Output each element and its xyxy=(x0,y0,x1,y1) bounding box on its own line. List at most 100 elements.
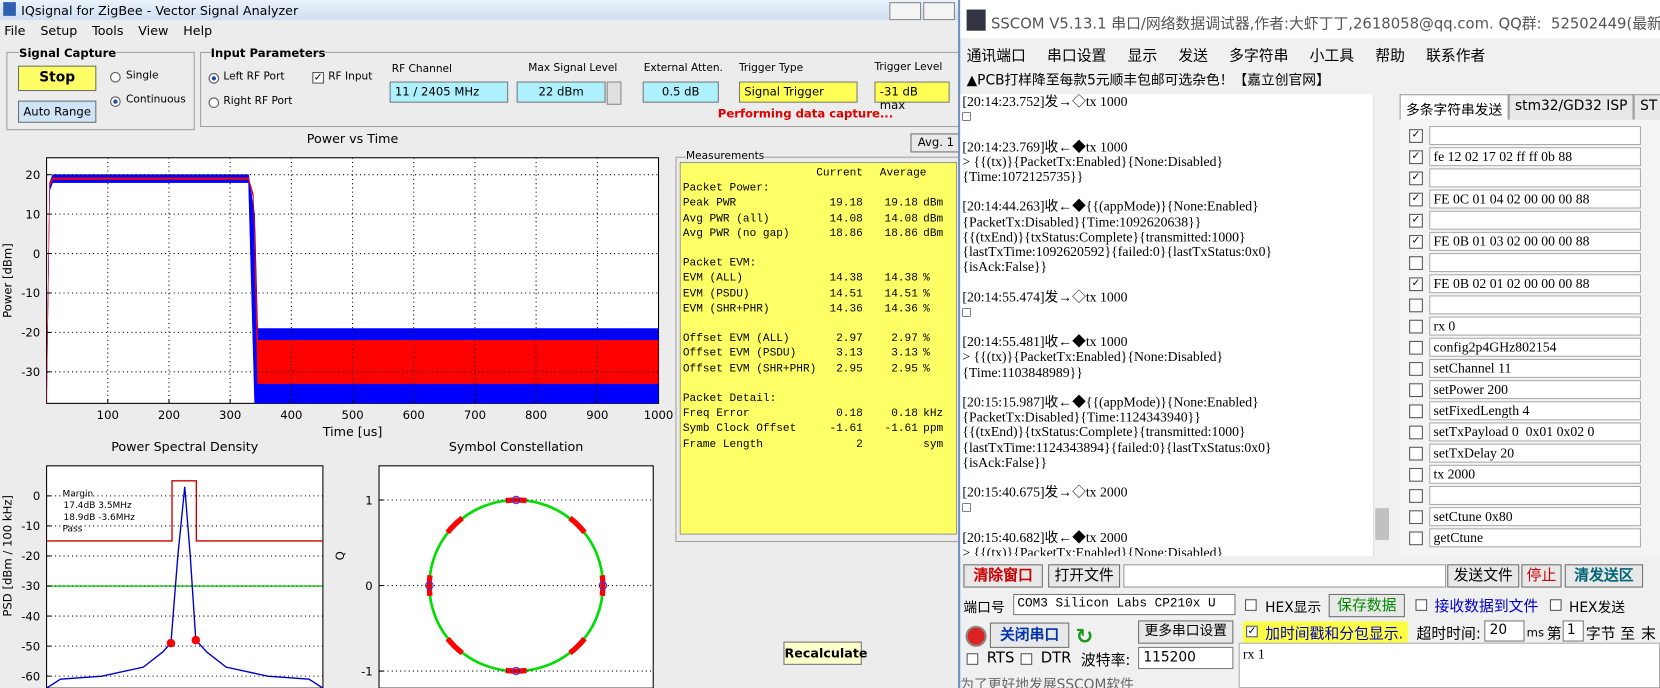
string-field[interactable]: setFixedLength 4 xyxy=(1429,401,1641,421)
checkbox[interactable] xyxy=(1245,599,1257,611)
checkbox[interactable] xyxy=(1409,256,1423,270)
max-level-field[interactable]: 22 dBm xyxy=(516,81,606,103)
string-field[interactable]: setCtune 0x80 xyxy=(1429,507,1641,527)
string-field[interactable] xyxy=(1429,485,1641,505)
close-port-button[interactable]: 关闭串口 xyxy=(989,622,1070,648)
banner[interactable]: ▲PCB打样降至每款5元顺丰包邮可选杂色！【嘉立创官网】 xyxy=(966,73,1330,89)
x-tick-label: 1000 xyxy=(644,408,674,422)
checkbox[interactable] xyxy=(1409,531,1423,546)
checkbox[interactable]: ✓ xyxy=(1409,129,1423,143)
checkbox[interactable] xyxy=(1409,298,1423,313)
radio[interactable] xyxy=(110,71,121,83)
string-field[interactable]: setPower 200 xyxy=(1429,380,1641,400)
string-field[interactable]: config2p4GHz802154 xyxy=(1429,337,1641,357)
send-text-area[interactable]: rx 1 xyxy=(1238,642,1660,688)
stop-button[interactable]: Stop xyxy=(17,65,97,92)
checkbox[interactable]: ✓ xyxy=(1409,150,1423,165)
checkbox[interactable] xyxy=(1409,510,1423,525)
menu-item[interactable]: 帮助 xyxy=(1375,47,1405,65)
string-field[interactable] xyxy=(1429,210,1641,230)
radio[interactable] xyxy=(208,97,220,108)
send-file-button[interactable]: 发送文件 xyxy=(1447,564,1520,588)
tab[interactable]: stm32/GD32 ISP xyxy=(1508,94,1634,122)
checkbox[interactable] xyxy=(1409,404,1423,419)
checkbox[interactable] xyxy=(966,653,979,665)
trigger-type-select[interactable]: Signal Trigger xyxy=(738,81,858,103)
menu-item[interactable]: 串口设置 xyxy=(1047,47,1107,65)
checkbox[interactable] xyxy=(1409,467,1423,482)
string-field[interactable] xyxy=(1429,168,1641,188)
string-field[interactable] xyxy=(1429,295,1641,315)
string-row: tx 2000 xyxy=(1400,464,1660,485)
radio[interactable] xyxy=(208,73,220,84)
string-field[interactable]: FE 0B 01 03 02 00 00 00 88 xyxy=(1429,231,1641,251)
menu-item[interactable]: 小工具 xyxy=(1309,47,1355,65)
string-field[interactable] xyxy=(1429,253,1641,273)
maximize-button[interactable] xyxy=(923,2,955,21)
checkbox[interactable] xyxy=(1415,599,1428,611)
checkbox[interactable] xyxy=(1409,446,1423,461)
string-field[interactable]: setTxPayload 0 0x01 0x02 0 xyxy=(1429,422,1641,442)
menu-item[interactable]: Tools xyxy=(92,23,124,39)
string-field[interactable]: setTxDelay 20 xyxy=(1429,443,1641,463)
avg-button[interactable]: Avg. 1 xyxy=(910,133,962,153)
checkbox[interactable] xyxy=(1409,425,1423,440)
menu-item[interactable]: View xyxy=(138,23,169,39)
checkbox[interactable] xyxy=(1409,340,1423,355)
menu-item[interactable]: Setup xyxy=(40,23,78,39)
timeout-field[interactable]: 20 xyxy=(1484,620,1525,642)
unit: % xyxy=(923,347,930,361)
string-field[interactable]: fe 12 02 17 02 ff ff 0b 88 xyxy=(1429,147,1641,167)
stop-button[interactable]: 停止 xyxy=(1521,564,1562,588)
menu-item[interactable]: 发送 xyxy=(1178,47,1208,65)
checkbox[interactable] xyxy=(1409,383,1423,398)
string-field[interactable]: FE 0C 01 04 02 00 00 00 88 xyxy=(1429,189,1641,209)
clear-button[interactable]: 清除窗口 xyxy=(963,564,1043,588)
checkbox[interactable] xyxy=(1549,599,1562,611)
open-file-button[interactable]: 打开文件 xyxy=(1048,564,1121,588)
scrollbar[interactable] xyxy=(1373,94,1393,556)
rf-channel-select[interactable]: 11 / 2405 MHz xyxy=(389,81,509,103)
menu-item[interactable]: Help xyxy=(183,23,213,39)
spinner[interactable] xyxy=(606,81,622,105)
checkbox[interactable]: ✓ xyxy=(1409,171,1423,186)
clear-send-button[interactable]: 清发送区 xyxy=(1564,564,1644,588)
string-field[interactable] xyxy=(1429,125,1641,146)
menu-item[interactable]: 多字符串 xyxy=(1229,47,1289,65)
checkbox[interactable]: ✓ xyxy=(1409,192,1423,207)
string-field[interactable]: setChannel 11 xyxy=(1429,358,1641,378)
scroll-thumb[interactable] xyxy=(1375,508,1390,540)
checkbox[interactable] xyxy=(1020,653,1033,665)
file-path-field[interactable] xyxy=(1123,564,1447,588)
port-select[interactable]: COM3 Silicon Labs CP210x U xyxy=(1013,593,1236,616)
checkbox[interactable] xyxy=(1409,362,1423,376)
checkbox[interactable]: ✓ xyxy=(1409,277,1423,292)
menu-item[interactable]: File xyxy=(4,23,26,39)
string-field[interactable]: getCtune xyxy=(1429,528,1641,548)
trigger-level-field[interactable]: -31 dB max xyxy=(874,81,950,112)
byte-field[interactable]: 1 xyxy=(1562,620,1584,642)
save-button[interactable]: 保存数据 xyxy=(1328,593,1405,618)
ext-atten-field[interactable]: 0.5 dB xyxy=(642,81,719,103)
refresh-icon[interactable]: ↻ xyxy=(1075,623,1094,649)
menu-item[interactable]: 联系作者 xyxy=(1426,47,1486,65)
menu-item[interactable]: 通讯端口 xyxy=(966,47,1026,65)
checkbox[interactable]: ✓ xyxy=(1246,625,1258,638)
tab[interactable]: ST xyxy=(1633,94,1660,122)
checkbox[interactable]: ✓ xyxy=(1409,213,1423,228)
checkbox[interactable] xyxy=(1409,489,1423,503)
checkbox[interactable]: ✓ xyxy=(312,71,324,84)
baud-select[interactable]: 115200 xyxy=(1138,646,1234,670)
recalculate-button[interactable]: Recalculate xyxy=(783,641,868,665)
tab[interactable]: 多条字符串发送 xyxy=(1399,94,1509,122)
minimize-button[interactable] xyxy=(889,2,922,21)
checkbox[interactable]: ✓ xyxy=(1409,235,1423,249)
string-field[interactable]: tx 2000 xyxy=(1429,464,1641,484)
string-field[interactable]: rx 0 xyxy=(1429,316,1641,336)
checkbox[interactable] xyxy=(1409,319,1423,334)
menu-item[interactable]: 显示 xyxy=(1127,47,1158,65)
auto-range-button[interactable]: Auto Range xyxy=(17,100,97,123)
more-settings-button[interactable]: 更多串口设置 xyxy=(1138,620,1234,644)
radio[interactable] xyxy=(110,96,121,107)
string-field[interactable]: FE 0B 02 01 02 00 00 00 88 xyxy=(1429,274,1641,294)
